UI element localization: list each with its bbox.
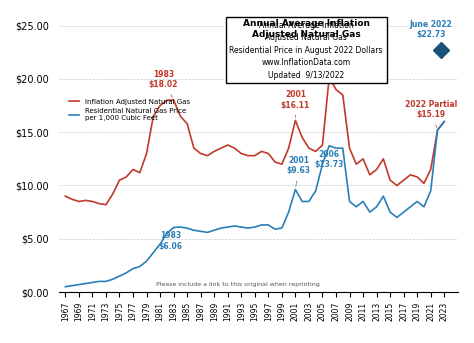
Text: June 2022
$22.73: June 2022 $22.73 (410, 20, 452, 39)
Text: 2022 Partial
$15.19: 2022 Partial $15.19 (405, 100, 457, 128)
Text: Annual Average Inflation
Adjusted Natural Gas: Annual Average Inflation Adjusted Natura… (243, 19, 370, 38)
Text: Please include a link to this original when reprinting: Please include a link to this original w… (156, 282, 320, 286)
Legend: Inflation Adjusted Natural Gas, Residential Natural Gas Price
per 1,000 Cubic Fe: Inflation Adjusted Natural Gas, Resident… (66, 96, 193, 124)
Text: Annual Average Inflation
Adjusted Natural Gas
Residential Price in August 2022 D: Annual Average Inflation Adjusted Natura… (229, 21, 383, 80)
Text: 2006
$20.17: 2006 $20.17 (315, 51, 344, 77)
Text: 2001
$9.63: 2001 $9.63 (287, 156, 311, 187)
Text: 2006
$13.73: 2006 $13.73 (315, 146, 344, 169)
Text: 2001
$16.11: 2001 $16.11 (281, 90, 310, 118)
Text: 1983
$6.06: 1983 $6.06 (158, 227, 182, 251)
Text: 1983
$18.02: 1983 $18.02 (149, 70, 178, 97)
